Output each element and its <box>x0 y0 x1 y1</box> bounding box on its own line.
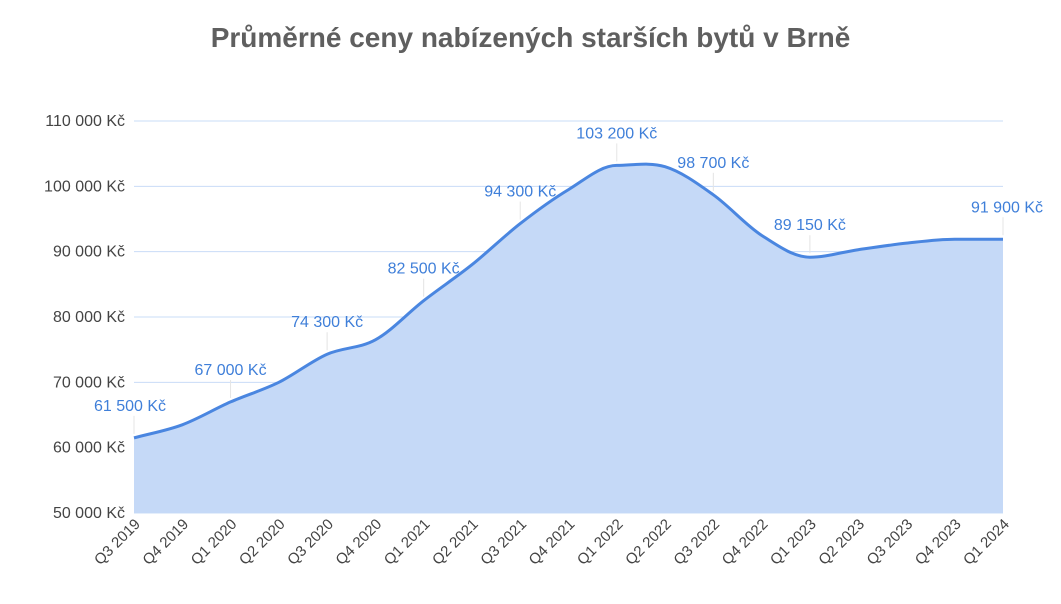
data-labels: 61 500 Kč 67 000 Kč 74 300 Kč 82 500 Kč 94 3… <box>94 125 1043 434</box>
x-tick-label: Q1 2021 <box>381 516 434 569</box>
data-label: 103 200 Kč <box>576 125 657 142</box>
x-tick-label: Q3 2019 <box>91 516 144 569</box>
y-tick-label: 50 000 Kč <box>53 505 125 522</box>
x-tick-label: Q3 2023 <box>864 516 917 569</box>
chart-title: Průměrné ceny nabízených starších bytů v… <box>210 22 851 53</box>
series-line <box>133 162 1003 440</box>
x-tick-label: Q1 2020 <box>188 516 241 569</box>
x-tick-label: Q3 2022 <box>670 516 723 569</box>
y-tick-label: 90 000 Kč <box>53 244 125 261</box>
x-tick-label: Q2 2020 <box>236 516 289 569</box>
x-tick-label: Q1 2022 <box>574 516 627 569</box>
x-tick-label: Q4 2023 <box>912 516 965 569</box>
x-tick-label: Q4 2019 <box>139 516 192 569</box>
data-label: 82 500 Kč <box>388 261 460 278</box>
data-label: 94 300 Kč <box>484 184 556 201</box>
data-label: 61 500 Kč <box>94 398 166 415</box>
x-tick-label: Q3 2021 <box>477 516 530 569</box>
area-fill <box>134 164 1003 514</box>
x-tick-label: Q2 2021 <box>429 516 482 569</box>
data-label: 91 900 Kč <box>971 199 1043 216</box>
area-layer <box>133 162 1003 514</box>
x-tick-label: Q4 2021 <box>526 516 579 569</box>
y-tick-label: 80 000 Kč <box>53 309 125 326</box>
y-tick-label: 100 000 Kč <box>44 178 125 195</box>
data-label: 74 300 Kč <box>291 314 363 331</box>
x-tick-label: Q3 2020 <box>284 516 337 569</box>
data-label: 89 150 Kč <box>774 217 846 234</box>
x-tick-label: Q1 2023 <box>767 516 820 569</box>
y-axis: 50 000 Kč 60 000 Kč 70 000 Kč 80 000 Kč 90 0… <box>44 113 125 522</box>
x-tick-label: Q2 2022 <box>622 516 675 569</box>
y-tick-label: 60 000 Kč <box>53 440 125 457</box>
data-label: 67 000 Kč <box>195 362 267 379</box>
data-label: 98 700 Kč <box>677 155 749 172</box>
x-tick-label: Q4 2020 <box>333 516 386 569</box>
x-tick-label: Q4 2022 <box>719 516 772 569</box>
x-tick-label: Q2 2023 <box>815 516 868 569</box>
x-tick-label: Q1 2024 <box>960 516 1013 569</box>
y-tick-label: 110 000 Kč <box>45 113 125 130</box>
y-tick-label: 70 000 Kč <box>53 374 125 391</box>
